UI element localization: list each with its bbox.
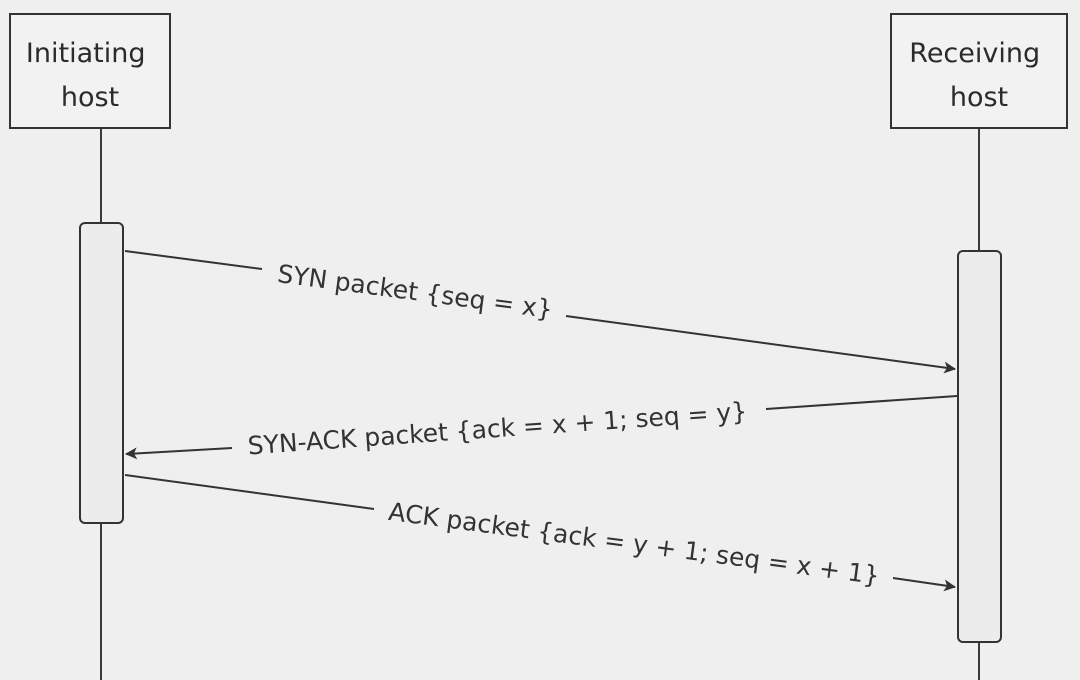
syn-ack-arrow-segment-a: [765, 395, 958, 410]
syn-label: SYN packet {seq = x}: [276, 259, 555, 324]
initiating-host-activation: [79, 222, 124, 524]
syn-ack-arrow: [125, 447, 233, 460]
ack-message: ACK packet {ack = y + 1; seq = x + 1}: [124, 474, 956, 592]
syn-arrow: [565, 315, 956, 374]
receiving-host-activation: [957, 250, 1002, 643]
syn-message: SYN packet {seq = x}: [124, 250, 956, 374]
receiving-host-label-line1: Receiving: [909, 38, 1040, 69]
syn-arrow-segment-a: [124, 250, 263, 270]
svg-text:Initiating host: Initiating host: [26, 38, 154, 113]
ack-arrow: [892, 577, 956, 592]
initiating-host-box: Initiating host: [9, 13, 171, 129]
syn-ack-label: SYN-ACK packet {ack = x + 1; seq = y}: [247, 397, 748, 461]
ack-arrow-segment-a: [124, 474, 375, 510]
initiating-host-label-line1: Initiating: [26, 38, 146, 69]
syn-ack-message: SYN-ACK packet {ack = x + 1; seq = y}: [125, 395, 958, 461]
svg-text:Receiving host: Receiving host: [909, 38, 1048, 113]
initiating-host-label-line2: host: [61, 82, 119, 113]
receiving-host-box: Receiving host: [890, 13, 1068, 129]
ack-label: ACK packet {ack = y + 1; seq = x + 1}: [387, 497, 881, 590]
receiving-host-label-line2: host: [950, 82, 1008, 113]
